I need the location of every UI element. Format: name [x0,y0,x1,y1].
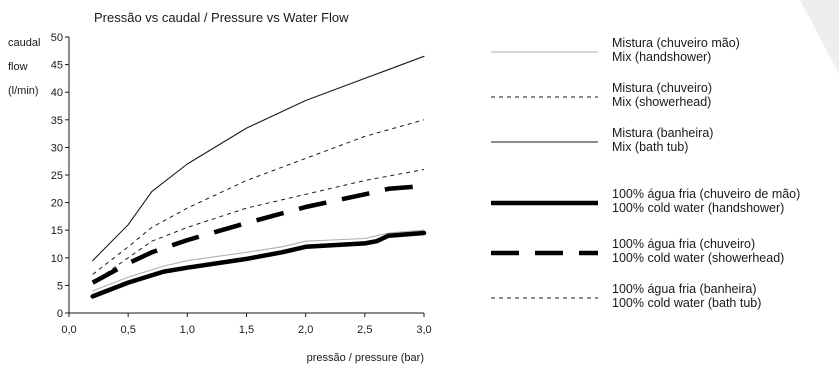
y-tick-label: 45 [51,60,63,72]
page-corner-mark [800,0,839,74]
y-axis-label-line-3: (l/min) [8,85,39,97]
series-line-1 [92,229,425,292]
x-tick-label: 0,0 [61,324,76,336]
axes [68,37,424,314]
y-tick-label: 35 [51,115,63,127]
y-axis-label-line-1: caudal [8,37,40,49]
x-axis-label: pressão / pressure (bar) [307,352,424,364]
x-tick-label: 1,5 [239,324,254,336]
legend-label-1: Mistura (chuveiro mão) [612,36,740,50]
legend-label-5: 100% água fria (chuveiro) [612,237,755,251]
chart-title: Pressão vs caudal / Pressure vs Water Fl… [94,10,349,25]
x-tick-label: 0,5 [121,324,136,336]
legend-label-en-3: Mix (bath tub) [612,140,688,154]
x-tick-label: 2,0 [298,324,313,336]
series-line-5 [91,183,425,285]
y-tick-label: 50 [51,32,63,44]
legend-label-en-4: 100% cold water (handshower) [612,201,784,215]
y-axis-label-line-2: flow [8,61,28,73]
plot-area [90,55,427,299]
legend-label-en-6: 100% cold water (bath tub) [612,296,761,310]
legend-label-4: 100% água fria (chuveiro de mão) [612,187,800,201]
legend-label-en-5: 100% cold water (showerhead) [612,251,784,265]
y-tick-label: 15 [51,225,63,237]
y-tick-label: 20 [51,198,63,210]
legend-label-en-2: Mix (showerhead) [612,95,711,109]
y-tick-label: 5 [57,280,63,292]
legend-label-6: 100% água fria (banheira) [612,282,757,296]
x-ticks: 0,0 0,5 1,0 1,5 2,0 2,5 3,0 [61,313,432,336]
series-line-6 [92,169,425,284]
y-tick-label: 0 [57,308,63,320]
series-line-2 [92,119,425,275]
x-tick-label: 2,5 [357,324,372,336]
y-tick-label: 30 [51,142,63,154]
y-ticks: 0 5 10 15 20 25 30 35 40 45 50 [51,32,69,320]
series-line-4 [90,230,427,299]
legend-label-3: Mistura (banheira) [612,126,713,140]
legend: Mistura (chuveiro mão)Mix (handshower) Mi… [491,36,800,310]
y-tick-label: 40 [51,87,63,99]
x-tick-label: 1,0 [180,324,195,336]
y-tick-label: 25 [51,170,63,182]
x-tick-label: 3,0 [416,324,431,336]
legend-label-2: Mistura (chuveiro) [612,81,712,95]
y-tick-label: 10 [51,253,63,265]
legend-label-en-1: Mix (handshower) [612,50,711,64]
series-line-3 [92,55,425,262]
